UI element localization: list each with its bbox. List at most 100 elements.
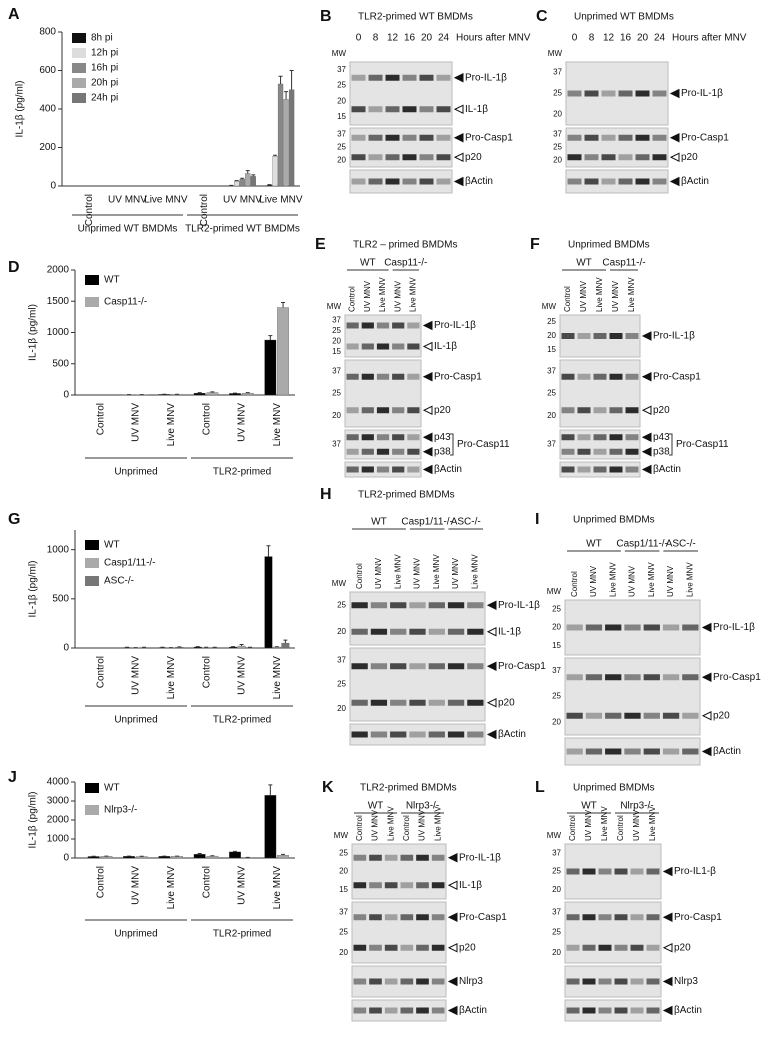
band [682,624,699,631]
blot-strip [349,591,486,646]
lane-label: UV MNV [451,557,460,589]
band [416,914,429,921]
band [625,434,639,441]
band [662,624,680,631]
band [385,134,400,141]
mw-marker: 25 [339,928,348,937]
x-tick-label: Control [201,656,212,688]
band [566,914,580,921]
panel-letter: D [8,259,20,276]
band-label: Pro-Casp1 [434,371,482,382]
lane-label: 12 [387,33,399,44]
band [436,106,451,113]
band [577,448,591,455]
band-label: βActin [498,729,526,740]
band [566,978,580,985]
band [390,699,407,706]
mw-marker: 20 [332,411,341,420]
band [652,90,667,97]
band [361,466,374,473]
band [566,624,583,631]
blot-title: TLR2-primed WT BMDMs [358,12,473,23]
band [346,343,359,350]
band-label: Pro-Casp1 [674,912,722,923]
lane-label: UV MNV [666,565,675,597]
bracket [450,433,454,456]
x-tick-label: UV MNV [108,195,147,206]
band [384,854,398,861]
mw-label: MW [332,49,347,58]
error-bar [266,545,271,557]
band-label: Pro-IL-1β [653,331,695,342]
band-label: p20 [653,405,670,416]
mw-label: MW [547,831,562,840]
band [561,434,575,441]
band [353,914,367,921]
arrowhead [701,672,712,683]
y-tick-label: 0 [63,643,69,654]
band [351,106,366,113]
x-tick-label: Control [201,866,212,898]
arrowhead [486,600,497,611]
band [646,978,660,985]
band [447,731,465,738]
genotype-label: Casp11-/- [602,258,645,269]
band [376,466,390,473]
lane-label: Live MNV [608,562,617,597]
band [577,434,591,441]
band [467,628,484,635]
band [561,373,575,380]
blot-title: Unprimed BMDMs [573,783,655,794]
band-label: Pro-IL1-β [674,866,716,877]
band [400,882,414,889]
band-label: p20 [434,405,451,416]
bar [277,83,284,187]
band [625,466,639,473]
band [605,748,622,755]
y-tick-label: 2000 [47,815,70,826]
band [614,944,628,951]
band [447,663,465,670]
error-bar [210,391,215,393]
band [419,106,434,113]
band [385,106,400,113]
x-tick-label: UV MNV [131,656,142,695]
band [609,448,623,455]
band [625,333,639,339]
band [584,134,599,141]
band [407,434,420,441]
blot-strip [351,999,447,1022]
band [577,373,591,380]
group-label: TLR2-primed [213,715,271,726]
band [369,914,382,921]
band [566,674,583,681]
band [400,854,414,861]
legend-swatch [85,783,99,793]
mw-marker: 20 [339,948,348,957]
band [400,914,414,921]
band [385,74,400,81]
band [577,466,591,473]
band [361,448,374,455]
blot-title: Unprimed BMDMs [573,515,655,526]
y-tick-label: 0 [63,853,69,864]
lane-label: 16 [404,33,416,44]
lane-label: Live MNV [685,562,694,597]
band [598,978,612,985]
band [561,333,575,339]
arrowhead [669,88,680,99]
band [609,407,623,414]
y-tick-label: 400 [39,104,56,115]
lane-label: UV MNV [589,565,598,597]
x-tick-label: UV MNV [223,195,262,206]
arrowhead [422,405,433,416]
band-label: Pro-IL-1β [465,72,507,83]
band [431,944,445,951]
band [577,407,591,414]
lane-label: 16 [620,33,632,44]
genotype-label: Casp11-/- [384,258,427,269]
band [376,373,390,380]
band [407,466,420,473]
band [635,154,650,161]
band [566,1007,580,1014]
